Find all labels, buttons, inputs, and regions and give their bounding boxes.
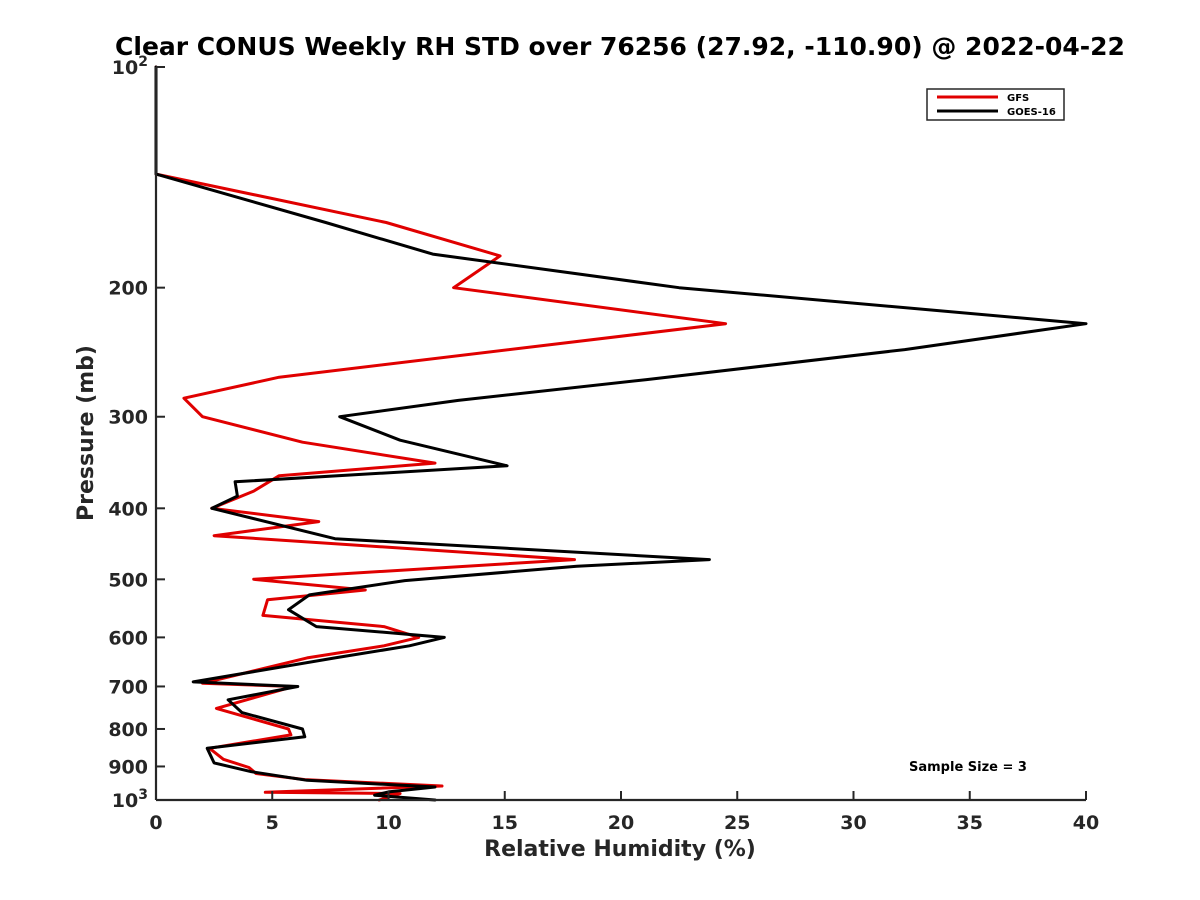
legend-box bbox=[926, 88, 1065, 121]
chart-title: Clear CONUS Weekly RH STD over 76256 (27… bbox=[115, 32, 1125, 61]
series-line-goes-16 bbox=[154, 65, 1088, 802]
y-tick-label: 300 bbox=[108, 407, 148, 429]
x-tick-label: 35 bbox=[957, 812, 983, 834]
y-tick-label: 200 bbox=[108, 278, 148, 300]
y-tick-label: 900 bbox=[108, 756, 148, 778]
x-tick-label: 25 bbox=[724, 812, 750, 834]
legend: GFS GOES-16 bbox=[926, 88, 1065, 121]
series-layer bbox=[154, 65, 1088, 802]
x-axis-label: Relative Humidity (%) bbox=[484, 837, 756, 862]
x-tick-label: 30 bbox=[840, 812, 866, 834]
x-tick-label: 5 bbox=[266, 812, 279, 834]
y-tick-label: 800 bbox=[108, 719, 148, 741]
x-tick-label: 15 bbox=[492, 812, 518, 834]
x-tick-label: 0 bbox=[149, 812, 162, 834]
sample-size-annotation: Sample Size = 3 bbox=[909, 760, 1027, 775]
y-tick-exponent: 3 bbox=[138, 787, 148, 803]
x-tick-label: 20 bbox=[608, 812, 634, 834]
x-tick-label: 40 bbox=[1073, 812, 1099, 834]
y-tick-label: 600 bbox=[108, 627, 148, 649]
legend-label-gfs: GFS bbox=[1007, 93, 1029, 104]
y-tick-label: 700 bbox=[108, 676, 148, 698]
x-tick-label: 10 bbox=[375, 812, 401, 834]
y-axis-label: Pressure (mb) bbox=[74, 345, 99, 521]
y-tick-exponent: 2 bbox=[138, 54, 148, 70]
legend-label-goes-16: GOES-16 bbox=[1007, 107, 1056, 118]
axes-layer: 0 5 10 15 20 25 30 35 40102200300400500600700800… bbox=[108, 54, 1099, 834]
y-tick-label: 400 bbox=[108, 498, 148, 520]
y-tick-label: 500 bbox=[108, 569, 148, 591]
series-line-gfs bbox=[154, 65, 728, 802]
